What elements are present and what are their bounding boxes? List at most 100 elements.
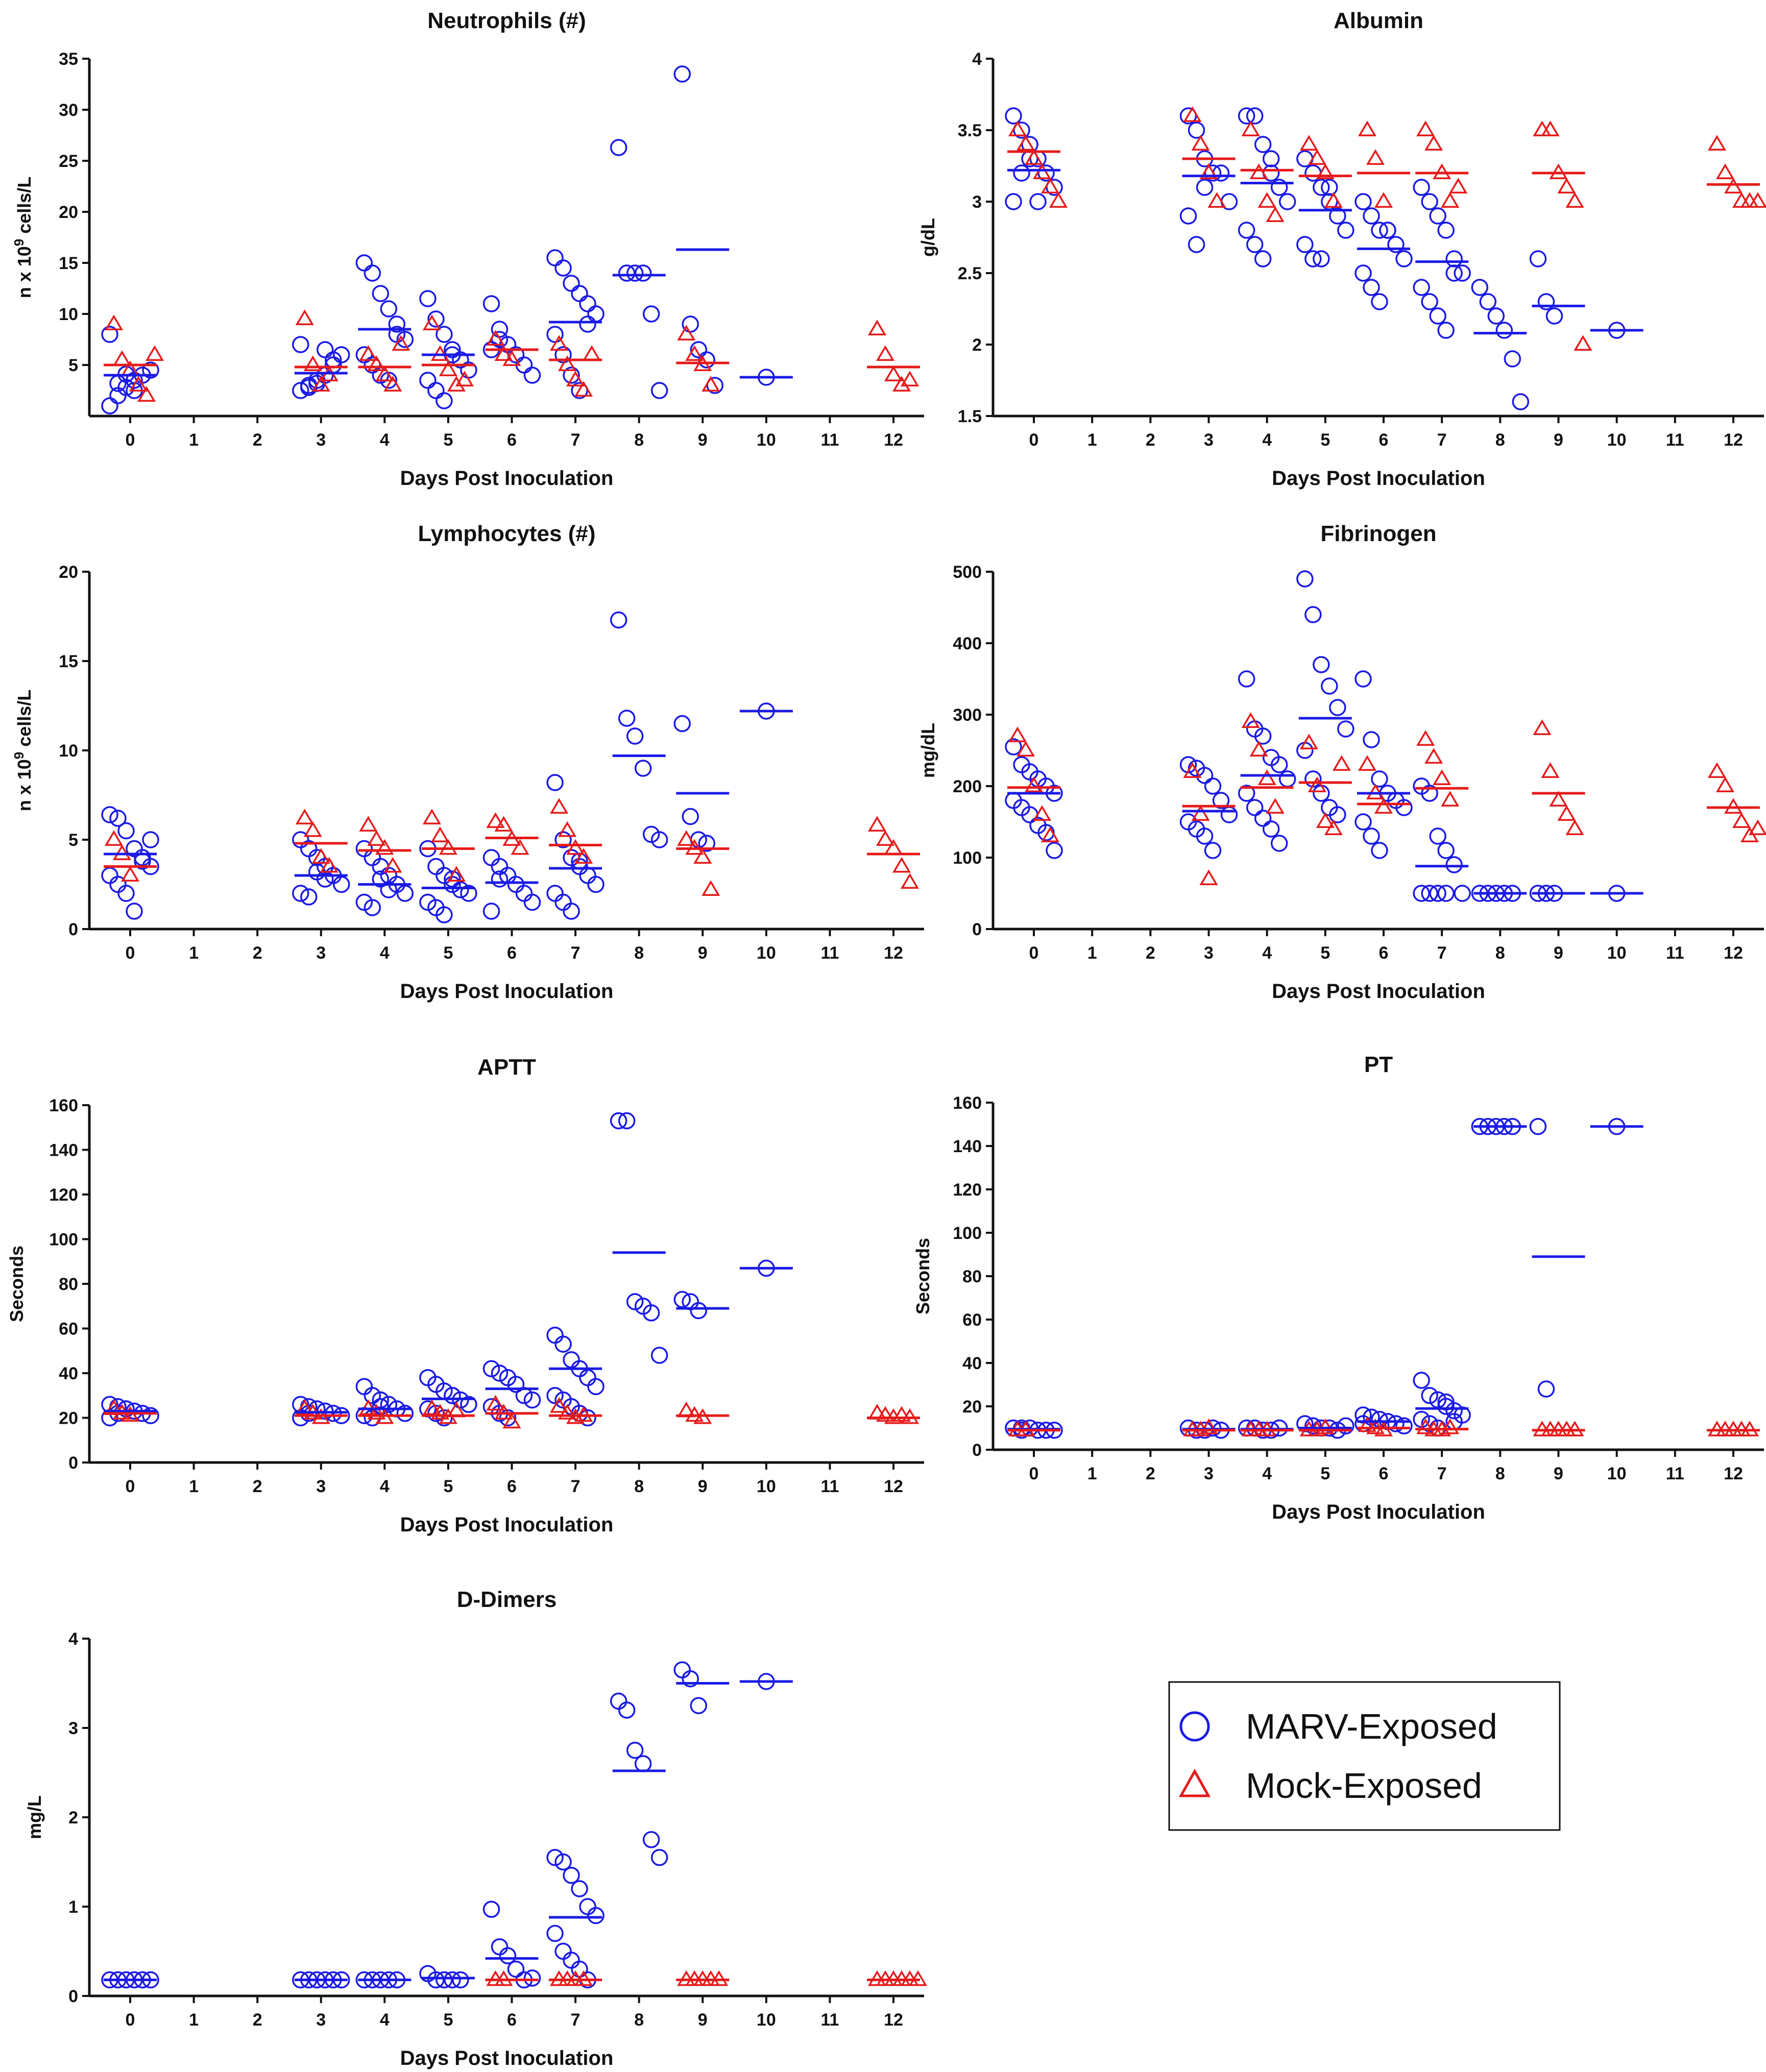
marv-data-point — [452, 881, 469, 898]
marv-data-point — [546, 249, 564, 266]
mock-data-point — [1533, 719, 1552, 735]
y-tick-label: 15 — [59, 254, 78, 273]
mock-data-point — [574, 1970, 593, 1986]
mock-data-point — [701, 376, 720, 392]
x-tick-label: 4 — [1262, 943, 1272, 963]
marv-data-point — [292, 336, 309, 353]
marv-data-point — [444, 1971, 461, 1989]
marv-data-point — [355, 1378, 373, 1395]
mock-data-point — [685, 1406, 704, 1422]
y-tick-label: 2.5 — [958, 264, 982, 283]
marv-data-point — [1529, 1118, 1547, 1135]
mock-data-point — [1748, 192, 1766, 208]
x-tick-label: 10 — [1607, 1464, 1627, 1483]
marv-data-point — [380, 1396, 398, 1413]
x-tick-label: 9 — [1554, 430, 1563, 450]
marv-data-point — [642, 305, 660, 323]
marv-data-point — [618, 1701, 636, 1719]
x-tick-label: 2 — [253, 1477, 262, 1496]
y-axis-label-superscript: 9 — [11, 239, 27, 246]
mock-data-point — [1032, 163, 1052, 179]
x-tick-label: 3 — [316, 430, 326, 450]
y-tick-label: 100 — [953, 1224, 982, 1243]
y-tick-label: 200 — [953, 777, 982, 796]
x-tick-label: 3 — [1204, 430, 1214, 450]
x-tick-label: 0 — [126, 943, 135, 963]
marv-data-point — [1395, 250, 1413, 267]
x-tick-label: 2 — [253, 430, 262, 450]
x-tick-label: 7 — [571, 2010, 580, 2030]
x-tick-label: 5 — [1320, 943, 1330, 963]
mock-data-point — [1024, 776, 1044, 792]
mock-data-point — [900, 1408, 920, 1424]
mock-data-point — [303, 355, 322, 371]
marv-data-point — [626, 1742, 644, 1759]
y-tick-label: 400 — [953, 634, 982, 653]
marv-data-point — [300, 379, 318, 396]
mock-data-point — [303, 821, 322, 837]
marv-data-point — [634, 1755, 652, 1772]
marv-data-point — [1254, 136, 1272, 153]
marv-data-point — [1413, 279, 1430, 296]
x-tick-label: 9 — [698, 943, 708, 963]
marv-data-point — [1196, 179, 1214, 196]
legend-mock-label: Mock-Exposed — [1246, 1766, 1482, 1806]
marv-data-point — [1379, 222, 1396, 239]
mock-data-point — [1358, 1416, 1377, 1432]
y-axis-label-part: cells/L — [14, 690, 35, 752]
mock-data-point — [502, 350, 521, 366]
mock-data-point — [701, 880, 720, 896]
mock-data-point — [367, 355, 386, 371]
legend-mock-marker-icon — [1178, 1768, 1211, 1797]
marv-data-point — [563, 367, 580, 384]
x-tick-label: 12 — [884, 943, 903, 963]
mock-data-point — [430, 345, 449, 361]
marv-data-point — [579, 315, 596, 333]
marv-data-point — [1254, 810, 1272, 827]
marv-data-point — [673, 715, 691, 733]
x-tick-label: 1 — [1087, 430, 1097, 450]
y-tick-label: 300 — [953, 705, 982, 725]
marv-data-point — [1454, 885, 1471, 902]
marv-data-point — [292, 885, 309, 902]
x-tick-label: 6 — [1379, 430, 1389, 450]
mock-data-point — [511, 839, 529, 855]
x-tick-label: 10 — [757, 2010, 776, 2030]
mock-data-point — [1732, 812, 1751, 828]
marv-data-point — [642, 1831, 660, 1848]
marv-data-point — [1262, 150, 1280, 167]
y-tick-label: 40 — [59, 1364, 78, 1383]
x-tick-label: 1 — [189, 430, 199, 450]
y-tick-label: 100 — [49, 1230, 78, 1250]
y-tick-label: 0 — [972, 920, 982, 939]
marv-data-point — [444, 1387, 461, 1404]
marv-data-point — [1354, 813, 1372, 831]
x-tick-label: 2 — [1146, 430, 1155, 450]
marv-data-point — [142, 361, 159, 379]
marv-data-point — [1529, 250, 1547, 267]
y-tick-label: 20 — [962, 1397, 982, 1417]
marv-data-point — [1179, 207, 1197, 225]
mock-data-point — [455, 371, 474, 386]
marv-data-point — [579, 1898, 596, 1915]
marv-data-point — [101, 806, 118, 823]
mock-data-point — [359, 816, 378, 832]
marv-data-point — [1313, 250, 1330, 267]
mock-data-point — [447, 376, 466, 392]
y-tick-label: 140 — [953, 1137, 982, 1156]
chart-title: D-Dimers — [457, 1587, 557, 1612]
legend-marv-label: MARV-Exposed — [1246, 1707, 1497, 1746]
x-tick-label: 5 — [443, 2010, 453, 2030]
mock-data-point — [430, 1403, 449, 1420]
x-tick-label: 12 — [884, 430, 903, 450]
marv-data-point — [452, 1971, 469, 1989]
marv-data-point — [523, 367, 541, 384]
marv-data-point — [642, 1304, 660, 1322]
mock-data-point — [359, 1399, 378, 1415]
x-tick-label: 12 — [1724, 943, 1743, 963]
marv-data-point — [634, 264, 652, 282]
mock-data-point — [1008, 120, 1027, 136]
